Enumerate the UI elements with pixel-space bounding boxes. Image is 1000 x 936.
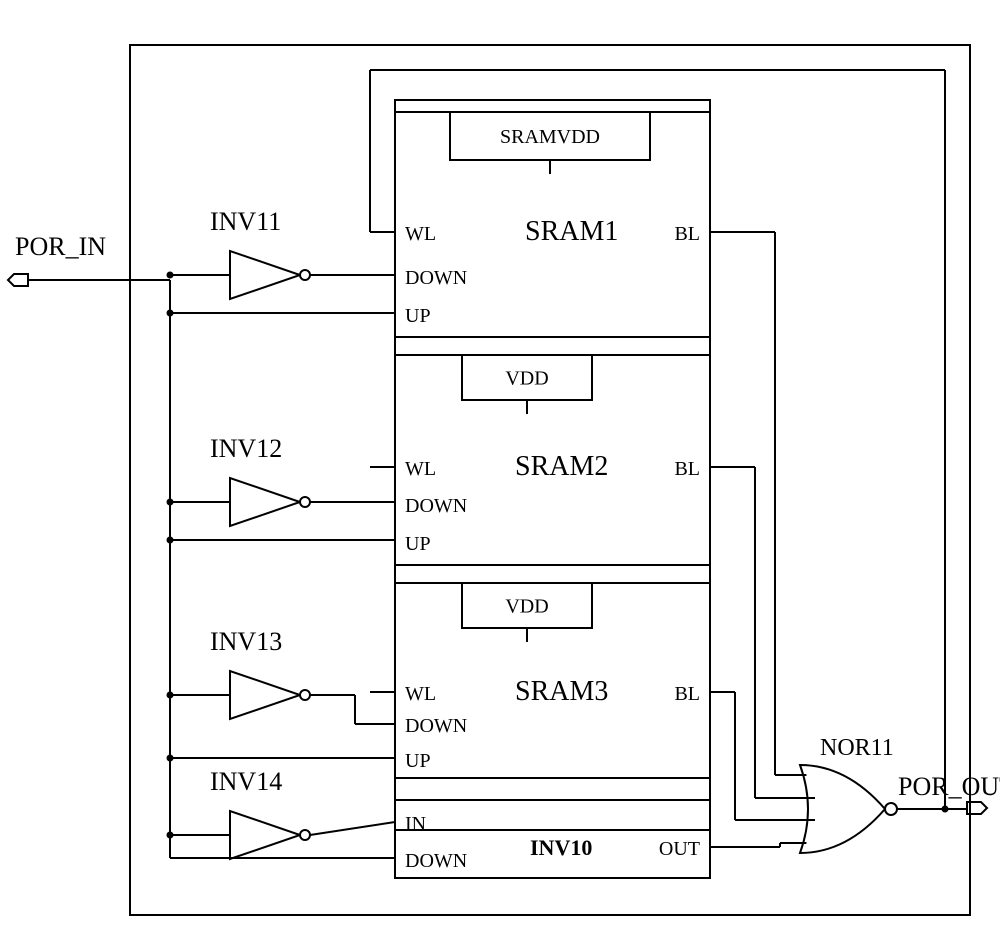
svg-text:WL: WL — [405, 223, 436, 245]
svg-text:SRAMVDD: SRAMVDD — [500, 126, 600, 148]
svg-text:INV10: INV10 — [530, 835, 592, 860]
svg-text:SRAM2: SRAM2 — [515, 451, 608, 482]
svg-text:INV12: INV12 — [210, 434, 282, 463]
svg-text:WL: WL — [405, 683, 436, 705]
svg-text:DOWN: DOWN — [405, 850, 467, 872]
svg-text:UP: UP — [405, 750, 431, 772]
svg-text:VDD: VDD — [505, 368, 548, 390]
svg-text:DOWN: DOWN — [405, 495, 467, 517]
svg-text:UP: UP — [405, 533, 431, 555]
svg-text:INV13: INV13 — [210, 627, 282, 656]
circuit-diagram: POR_IN INV11 INV12 INV13 INV14 SRAMVDD SRAM1 WL… — [0, 0, 1000, 936]
svg-text:NOR11: NOR11 — [820, 735, 894, 761]
svg-text:BL: BL — [674, 683, 700, 705]
svg-text:SRAM3: SRAM3 — [515, 676, 608, 707]
svg-text:VDD: VDD — [505, 596, 548, 618]
svg-text:INV11: INV11 — [210, 207, 281, 236]
svg-text:DOWN: DOWN — [405, 267, 467, 289]
svg-text:BL: BL — [674, 223, 700, 245]
svg-text:OUT: OUT — [659, 838, 700, 860]
svg-text:BL: BL — [674, 458, 700, 480]
svg-text:SRAM1: SRAM1 — [525, 216, 618, 247]
svg-text:IN: IN — [405, 813, 426, 835]
svg-text:WL: WL — [405, 458, 436, 480]
svg-text:POR_IN: POR_IN — [15, 232, 106, 261]
svg-text:POR_OUT: POR_OUT — [898, 772, 1000, 801]
svg-text:DOWN: DOWN — [405, 715, 467, 737]
svg-text:INV14: INV14 — [210, 767, 282, 796]
svg-text:UP: UP — [405, 305, 431, 327]
